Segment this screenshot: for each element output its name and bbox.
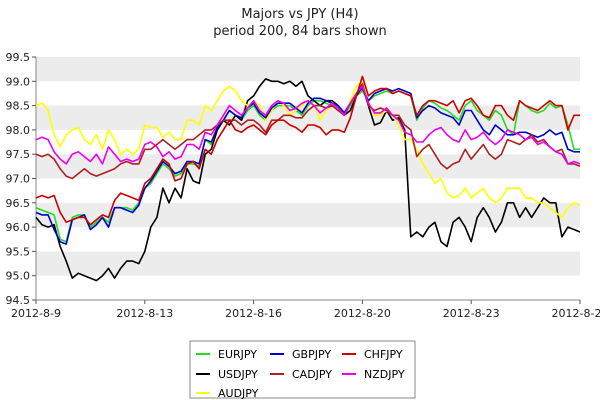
grid-band: [36, 275, 580, 300]
legend-label-gbpjpy: GBPJPY: [292, 348, 331, 361]
grid-band: [36, 57, 580, 82]
grid-band: [36, 251, 580, 276]
y-tick-label: 98.5: [6, 100, 31, 113]
chart-title: Majors vs JPY (H4): [241, 7, 358, 22]
x-tick-label: 2012-8-20: [334, 307, 391, 320]
y-tick-label: 94.5: [6, 294, 31, 307]
legend-label-eurjpy: EURJPY: [218, 348, 257, 361]
legend-label-audjpy: AUDJPY: [218, 387, 259, 400]
y-tick-label: 99.0: [6, 75, 31, 88]
legend-box: [189, 340, 416, 399]
legend-label-usdjpy: USDJPY: [218, 368, 258, 381]
series-line-usdjpy: [35, 78, 581, 282]
legend-label-chfjpy: CHFJPY: [364, 348, 403, 361]
y-tick-label: 97.5: [6, 148, 31, 161]
y-tick-label: 95.5: [6, 245, 31, 258]
series-lines: [35, 75, 581, 282]
grid-band: [36, 154, 580, 179]
axes: 99.5 99.0 98.5 98.0 97.5 97.0 96.5 96.0 95.5 95.0…: [6, 51, 600, 320]
y-tick-label: 99.5: [6, 51, 31, 64]
chart-subtitle: period 200, 84 bars shown: [213, 24, 387, 39]
grid-band: [36, 227, 580, 252]
y-tick-label: 96.0: [6, 221, 31, 234]
series-line-eurjpy: [35, 90, 580, 243]
x-tick-label: 2012-8-23: [443, 307, 500, 320]
grid-band: [36, 202, 580, 228]
legend-label-nzdjpy: NZDJPY: [364, 368, 405, 381]
y-tick-label: 98.0: [6, 124, 31, 137]
legend-label-cadjpy: CADJPY: [292, 368, 332, 381]
grid-band: [36, 178, 580, 203]
x-tick-label: 2012-8-16: [225, 307, 282, 320]
grid-bands: [36, 57, 580, 300]
grid-band: [36, 81, 580, 106]
series-line-chfjpy: [35, 75, 580, 226]
series-line-nzdjpy: [35, 85, 581, 165]
y-tick-label: 96.5: [6, 197, 31, 210]
x-tick-label: 2012-8-13: [116, 307, 173, 320]
y-tick-label: 97.0: [6, 173, 31, 186]
x-tick-label: 2012-8-9: [11, 307, 61, 320]
x-tick-label: 2012-8-27: [552, 307, 600, 320]
y-tick-label: 95.0: [6, 270, 31, 283]
series-line-cadjpy: [35, 82, 581, 180]
legend: EURJPY GBPJPY CHFJPY USDJPY CADJPY NZDJPY AUDJ…: [189, 340, 416, 400]
series-line-gbpjpy: [35, 87, 580, 245]
